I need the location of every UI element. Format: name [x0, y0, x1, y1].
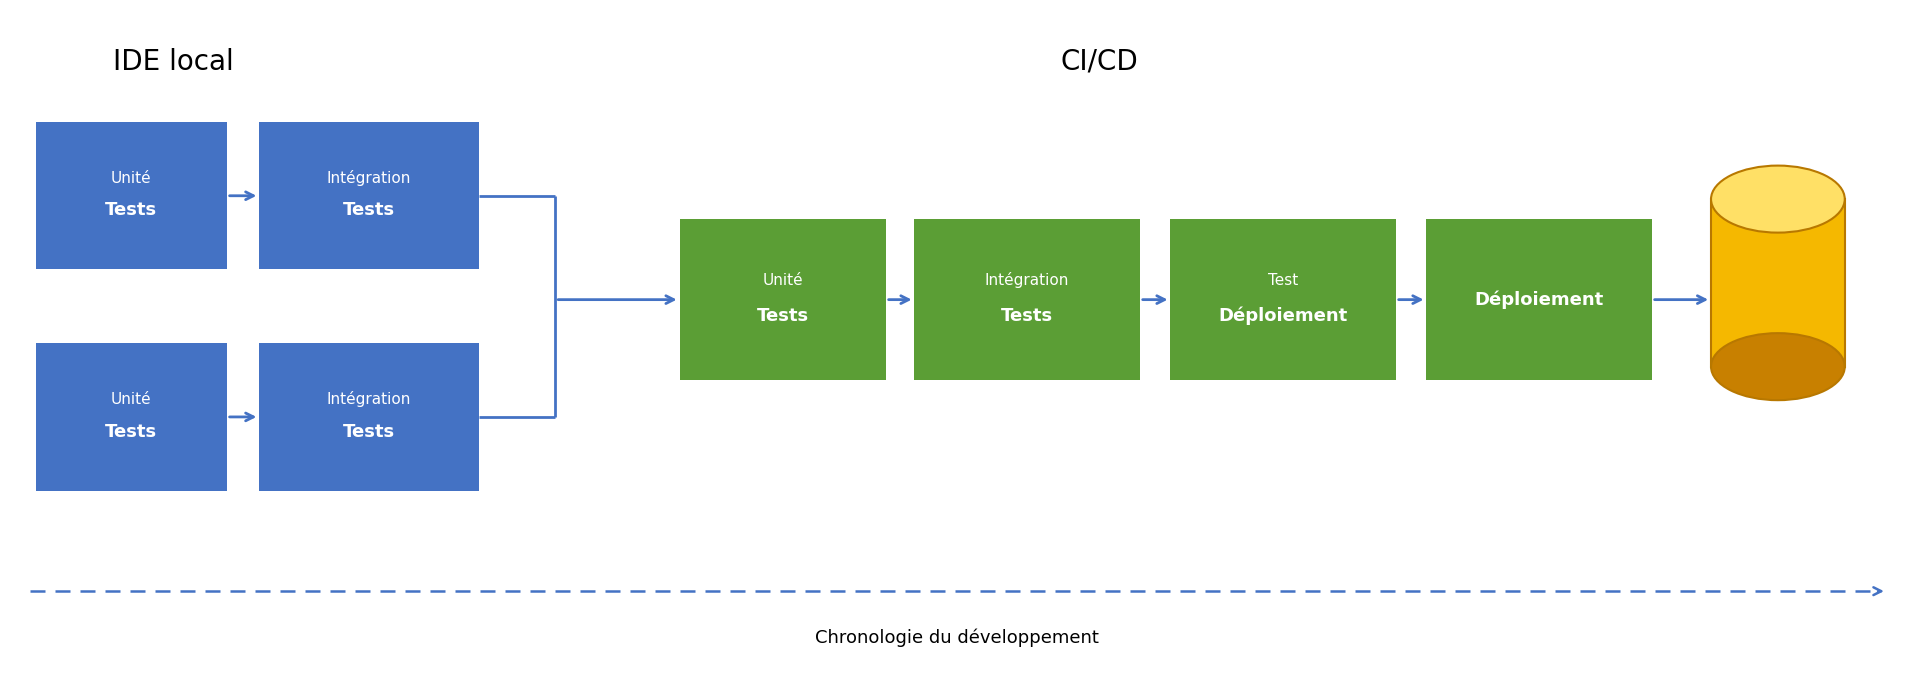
Text: Tests: Tests	[342, 201, 396, 219]
FancyBboxPatch shape	[36, 343, 228, 491]
FancyBboxPatch shape	[914, 219, 1140, 380]
Text: CI/CD: CI/CD	[1062, 48, 1138, 75]
Text: Tests: Tests	[758, 307, 809, 325]
Text: Intégration: Intégration	[327, 170, 411, 186]
Text: Chronologie du développement: Chronologie du développement	[815, 629, 1098, 647]
Text: Unité: Unité	[111, 392, 151, 406]
FancyBboxPatch shape	[260, 343, 478, 491]
Text: Unité: Unité	[763, 273, 803, 288]
FancyBboxPatch shape	[260, 122, 478, 269]
Ellipse shape	[1710, 166, 1844, 233]
Text: Intégration: Intégration	[985, 273, 1069, 288]
FancyBboxPatch shape	[679, 219, 886, 380]
Text: Unité: Unité	[111, 170, 151, 186]
FancyBboxPatch shape	[36, 122, 228, 269]
Polygon shape	[1710, 199, 1844, 367]
Text: Tests: Tests	[105, 201, 157, 219]
Text: Intégration: Intégration	[327, 391, 411, 407]
Text: Tests: Tests	[342, 423, 396, 441]
Text: Test: Test	[1268, 273, 1299, 288]
Text: Tests: Tests	[1000, 307, 1054, 325]
Text: Déploiement: Déploiement	[1219, 306, 1349, 325]
Text: Tests: Tests	[105, 423, 157, 441]
Text: IDE local: IDE local	[113, 48, 233, 75]
Ellipse shape	[1710, 333, 1844, 400]
Text: Déploiement: Déploiement	[1475, 290, 1603, 309]
FancyBboxPatch shape	[1171, 219, 1396, 380]
FancyBboxPatch shape	[1427, 219, 1651, 380]
